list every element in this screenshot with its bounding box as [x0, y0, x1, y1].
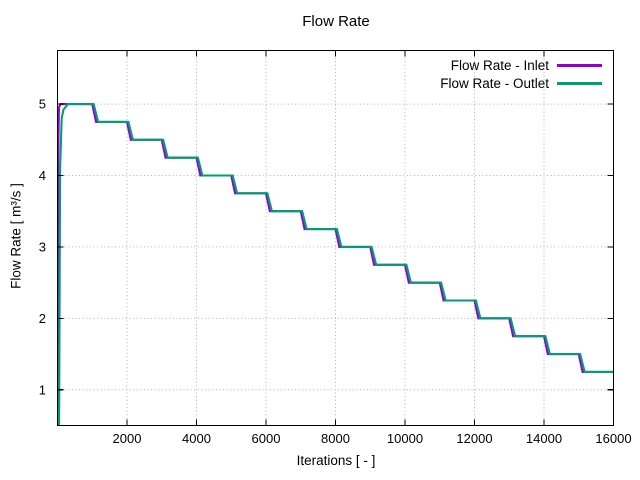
x-tick-label: 12000: [456, 431, 492, 446]
outlet-series-line: [58, 103, 614, 426]
x-tick-label: 10000: [387, 431, 423, 446]
y-tick-label: 1: [39, 382, 46, 397]
legend-item-inlet: Flow Rate - Inlet: [440, 56, 602, 75]
y-axis-label: Flow Rate [ m³/s ]: [8, 183, 24, 289]
x-tick-label: 14000: [526, 431, 562, 446]
outlet-line-sample: [557, 82, 602, 86]
x-tick-label: 6000: [252, 431, 281, 446]
x-axis-label: Iterations [ - ]: [296, 453, 376, 468]
chart-title: Flow Rate: [302, 13, 370, 30]
x-tick-label: 2000: [113, 431, 142, 446]
inlet-series-line: [57, 103, 614, 426]
legend-label-inlet: Flow Rate - Inlet: [450, 57, 549, 73]
inlet-line-sample: [557, 63, 602, 67]
y-tick-label: 5: [39, 97, 46, 112]
y-tick-label: 2: [39, 311, 46, 326]
x-tick-label: 4000: [182, 431, 211, 446]
y-tick-label: 3: [39, 239, 46, 254]
x-tick-label: 8000: [321, 431, 350, 446]
legend-label-outlet: Flow Rate - Outlet: [440, 76, 549, 92]
y-tick-label: 4: [39, 168, 46, 183]
legend: Flow Rate - Inlet Flow Rate - Outlet: [440, 56, 602, 93]
legend-item-outlet: Flow Rate - Outlet: [440, 75, 602, 94]
x-tick-label: 16000: [595, 431, 631, 446]
